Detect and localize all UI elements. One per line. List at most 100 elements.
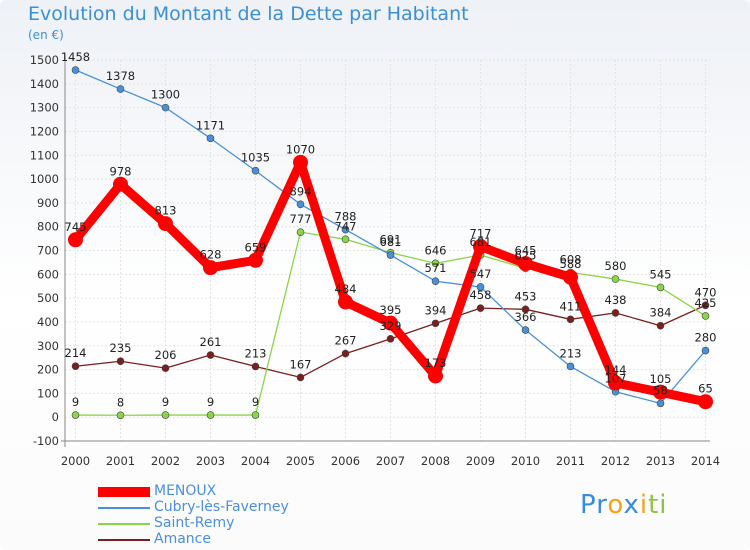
y-tick-label: 600 — [37, 267, 59, 281]
data-label: 717 — [470, 226, 492, 240]
data-point — [566, 362, 575, 371]
data-label: 267 — [335, 334, 357, 348]
data-point — [518, 256, 533, 272]
legend-label: MENOUX — [154, 483, 217, 499]
data-label: 206 — [155, 348, 177, 362]
data-label: 144 — [605, 363, 627, 377]
y-tick-label: 500 — [37, 291, 59, 305]
data-label: 438 — [605, 293, 627, 307]
data-point — [161, 364, 170, 372]
y-tick-label: 1400 — [30, 77, 59, 91]
data-point — [386, 251, 395, 259]
x-tick-label: 2014 — [691, 454, 720, 468]
y-tick-label: 1300 — [30, 101, 59, 115]
y-tick-label: 700 — [37, 244, 59, 258]
logo-letter: t — [648, 490, 660, 520]
data-point — [701, 312, 710, 320]
data-label: 9 — [252, 395, 259, 409]
data-label: 458 — [470, 288, 492, 302]
data-label: 214 — [65, 346, 87, 360]
data-label: 384 — [650, 306, 672, 320]
data-label: 747 — [335, 219, 357, 233]
data-point — [71, 411, 80, 419]
data-point — [203, 260, 218, 276]
legend-swatch — [98, 487, 150, 497]
data-point — [476, 304, 485, 312]
data-label: 645 — [515, 244, 537, 258]
data-label: 547 — [470, 267, 492, 281]
data-point — [296, 373, 305, 382]
logo-letter: P — [580, 490, 597, 520]
data-label: 545 — [650, 267, 672, 281]
data-label: 395 — [380, 303, 402, 317]
data-point — [698, 394, 713, 410]
data-label: 484 — [335, 282, 357, 296]
logo-letter: i — [659, 490, 668, 520]
y-tick-label: 300 — [37, 339, 59, 353]
data-point — [251, 166, 260, 175]
y-tick-label: 1500 — [30, 53, 59, 67]
data-label: 235 — [110, 341, 132, 355]
y-tick-label: 900 — [37, 196, 59, 210]
x-tick-label: 2005 — [286, 454, 315, 468]
data-label: 1035 — [241, 151, 270, 165]
data-point — [656, 321, 665, 330]
y-tick-label: 400 — [37, 315, 59, 329]
data-label: 1070 — [286, 142, 315, 156]
data-point — [608, 375, 623, 391]
proxiti-logo: Proxiti — [580, 490, 668, 520]
data-label: 788 — [335, 210, 357, 224]
data-point — [656, 399, 665, 408]
data-point — [116, 85, 125, 93]
data-label: 107 — [605, 372, 627, 386]
data-point — [656, 283, 665, 292]
data-point — [116, 411, 125, 420]
data-point — [383, 315, 398, 331]
data-point — [431, 319, 440, 328]
data-label: 745 — [65, 220, 87, 234]
data-point — [206, 411, 215, 419]
data-label: 588 — [560, 257, 582, 271]
data-label: 105 — [650, 372, 672, 386]
legend-swatch — [98, 539, 150, 541]
logo-letter: i — [639, 490, 649, 520]
data-point — [611, 275, 620, 283]
data-label: 261 — [200, 335, 222, 349]
data-point — [341, 235, 350, 244]
data-label: 65 — [698, 382, 713, 396]
data-point — [386, 335, 395, 343]
data-label: 625 — [515, 248, 537, 262]
data-point — [206, 134, 215, 143]
data-point — [296, 200, 305, 209]
data-label: 167 — [290, 357, 312, 371]
data-point — [248, 252, 263, 268]
data-point — [653, 384, 668, 400]
data-label: 681 — [470, 235, 492, 249]
x-tick-label: 2001 — [106, 454, 135, 468]
data-label: 470 — [695, 285, 717, 299]
y-tick-label: 200 — [37, 363, 59, 377]
data-label: 1378 — [106, 69, 135, 83]
data-label: 894 — [290, 184, 312, 198]
data-point — [161, 411, 170, 419]
legend-swatch — [98, 523, 150, 525]
data-point — [428, 368, 443, 384]
data-point — [158, 216, 173, 232]
data-point — [71, 362, 80, 371]
data-label: 394 — [425, 303, 447, 317]
y-tick-label: 1200 — [30, 124, 59, 138]
x-tick-label: 2011 — [556, 454, 585, 468]
data-point — [701, 346, 710, 355]
data-label: 213 — [245, 346, 267, 360]
data-label: 646 — [425, 243, 447, 257]
data-label: 777 — [290, 212, 312, 226]
data-point — [251, 411, 260, 419]
data-label: 8 — [117, 395, 124, 409]
y-tick-label: -100 — [33, 434, 59, 448]
data-point — [341, 349, 350, 358]
data-point — [341, 225, 350, 234]
data-label: 1300 — [151, 88, 180, 102]
data-point — [116, 357, 125, 366]
y-tick-label: 1100 — [30, 148, 59, 162]
